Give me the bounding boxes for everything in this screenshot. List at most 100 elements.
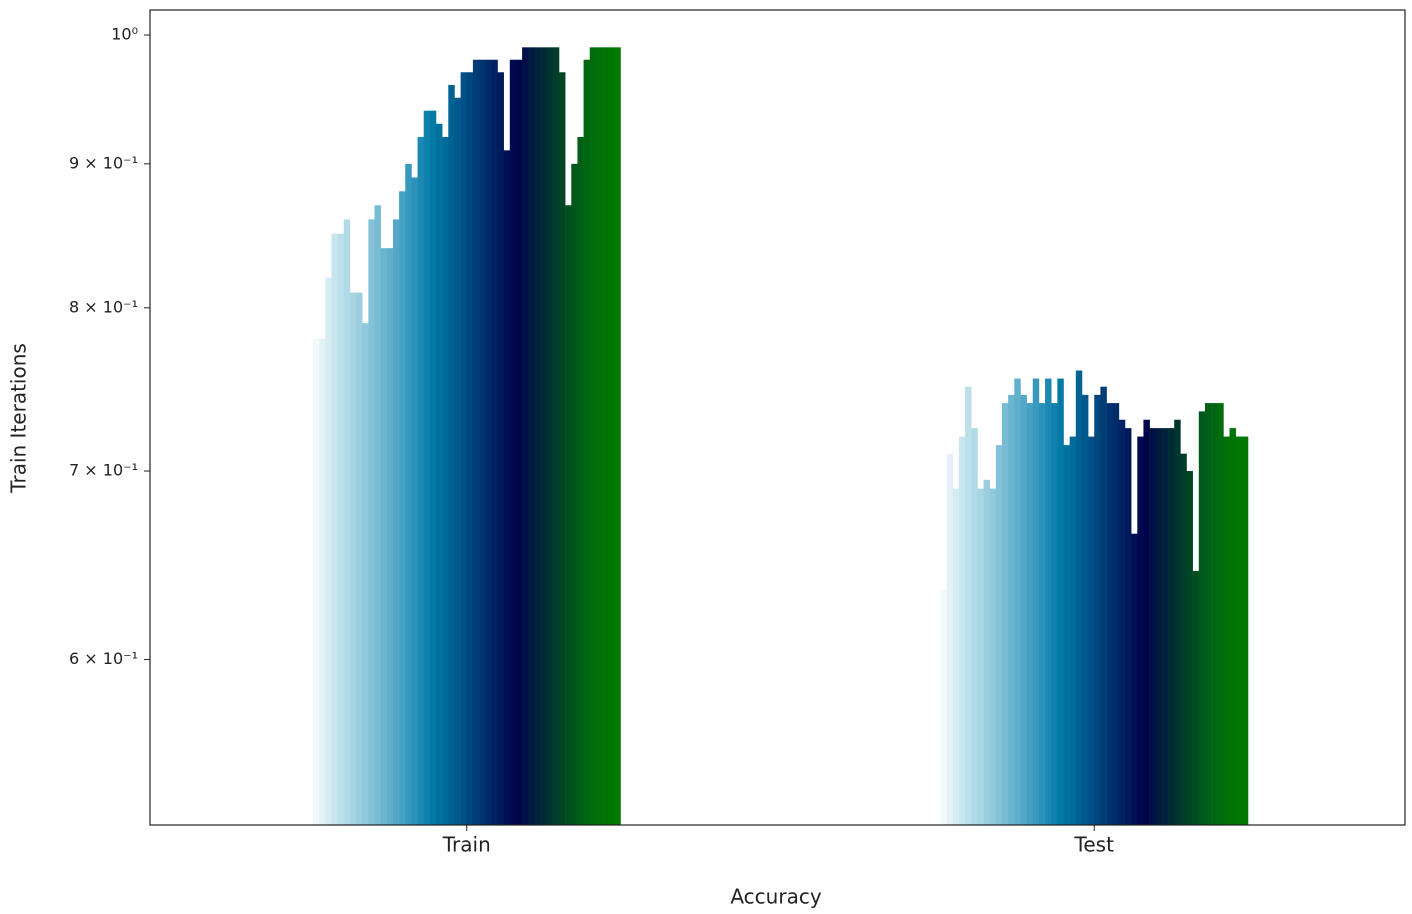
bar — [1038, 403, 1046, 825]
bar — [946, 453, 954, 825]
bar — [399, 191, 406, 825]
bar — [522, 47, 529, 825]
bar — [1020, 394, 1027, 825]
bar — [448, 84, 455, 826]
bar — [965, 386, 972, 825]
bar — [349, 292, 357, 826]
bar — [1051, 403, 1058, 825]
bar — [1149, 428, 1157, 825]
bar — [337, 233, 345, 825]
y-tick-label: 7 × 10⁻¹ — [69, 461, 138, 480]
bar — [466, 72, 474, 826]
y-axis-label: Train Iterations — [7, 343, 31, 494]
bar — [958, 436, 966, 825]
bar — [423, 110, 431, 826]
bar — [971, 428, 978, 825]
bar — [565, 205, 572, 825]
bar — [429, 110, 437, 826]
x-tick-label: Test — [1074, 833, 1115, 857]
y-tick-label: 6 × 10⁻¹ — [69, 649, 138, 668]
bar — [1088, 436, 1095, 825]
bar — [1075, 370, 1083, 825]
bar — [436, 123, 443, 825]
bar — [405, 163, 412, 825]
bar — [989, 488, 997, 825]
bar — [1241, 436, 1249, 825]
bar — [1002, 403, 1009, 825]
bar — [1063, 445, 1070, 825]
bar — [577, 136, 584, 826]
bar — [417, 136, 425, 826]
bar — [1100, 386, 1107, 825]
bar — [1045, 378, 1052, 825]
bar — [952, 488, 960, 825]
bar — [503, 150, 511, 825]
bar — [1069, 436, 1077, 825]
bar — [995, 445, 1003, 825]
bar — [509, 59, 517, 825]
bar — [1223, 436, 1230, 825]
bar — [386, 248, 394, 826]
bar — [1143, 419, 1150, 825]
bar — [977, 488, 984, 825]
bar — [608, 47, 615, 825]
bar — [1008, 394, 1015, 825]
bar — [374, 205, 381, 825]
y-tick-label: 10⁰ — [111, 25, 138, 44]
bar — [1118, 419, 1126, 825]
y-tick-label: 9 × 10⁻¹ — [69, 153, 138, 172]
bar — [1026, 403, 1034, 825]
y-tick-label: 8 × 10⁻¹ — [69, 297, 138, 316]
bar — [1217, 403, 1224, 825]
bar — [411, 177, 418, 826]
bar — [1229, 428, 1236, 825]
bar — [1211, 403, 1218, 825]
bar — [1081, 394, 1089, 825]
bar — [1155, 428, 1163, 825]
bar — [460, 72, 468, 826]
bar — [362, 323, 369, 825]
bar — [356, 292, 363, 826]
bar — [1131, 533, 1138, 825]
bar — [1106, 403, 1113, 825]
bar — [1186, 471, 1193, 825]
bar — [319, 338, 326, 825]
bar — [515, 59, 523, 825]
bar — [380, 248, 388, 826]
bar — [540, 47, 547, 825]
bar — [1192, 571, 1200, 825]
bar — [552, 47, 560, 825]
bar — [595, 47, 603, 825]
bar — [485, 59, 492, 825]
bar — [497, 72, 504, 826]
plot-frame — [149, 9, 1406, 826]
bar — [343, 219, 351, 825]
bar — [1180, 453, 1187, 825]
bar — [1161, 428, 1169, 825]
bar — [454, 97, 461, 825]
bar — [528, 47, 535, 825]
bar — [602, 47, 609, 825]
bar — [1032, 378, 1040, 825]
x-tick-label: Train — [442, 833, 491, 857]
bar — [325, 277, 332, 826]
bar — [442, 136, 449, 826]
bar — [331, 233, 338, 825]
bar — [1057, 378, 1064, 825]
bar — [1124, 428, 1132, 825]
bar — [571, 163, 578, 825]
bar — [1137, 436, 1144, 825]
bar — [491, 59, 498, 825]
bar — [1014, 378, 1021, 825]
bar — [534, 47, 541, 825]
bar — [472, 59, 480, 825]
x-axis-label: Accuracy — [730, 885, 821, 909]
bar — [983, 479, 991, 825]
bar — [589, 47, 597, 825]
bar — [392, 219, 400, 825]
bar — [479, 59, 486, 825]
bar — [1168, 428, 1175, 825]
bar — [614, 47, 621, 825]
bar — [1204, 403, 1212, 825]
